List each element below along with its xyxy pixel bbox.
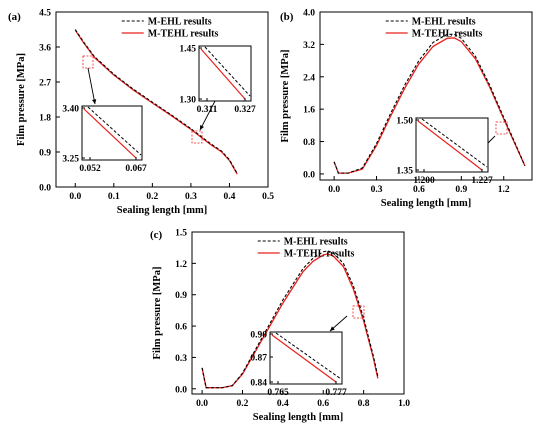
zoom-arrowhead bbox=[200, 125, 205, 130]
x-tick-label: 0.0 bbox=[196, 399, 208, 409]
inset-y-tick-label: 1.35 bbox=[396, 167, 413, 177]
y-tick-label: 0.6 bbox=[175, 323, 187, 333]
y-tick-label: 0.0 bbox=[39, 184, 51, 194]
y-axis-label: Film pressure [MPa] bbox=[280, 50, 291, 143]
series-line-ehl bbox=[74, 29, 238, 174]
x-tick-label: 0.1 bbox=[108, 192, 120, 202]
x-tick-label: 0.3 bbox=[371, 185, 383, 195]
y-axis-label: Film pressure [MPa] bbox=[152, 267, 163, 360]
legend-label: M-TEHL results bbox=[284, 249, 355, 260]
inset-line-ehl bbox=[87, 106, 142, 156]
x-tick-label: 0.2 bbox=[146, 192, 158, 202]
plot-frame bbox=[55, 11, 269, 188]
series-line-tehl bbox=[333, 37, 526, 174]
zoom-marker-box bbox=[82, 55, 94, 69]
inset-frame bbox=[269, 331, 343, 385]
y-tick-label: 2.4 bbox=[303, 73, 315, 83]
inset-y-tick-label: 3.40 bbox=[62, 105, 79, 115]
x-tick-label: 0.4 bbox=[277, 399, 289, 409]
y-tick-label: 0.3 bbox=[175, 354, 187, 364]
y-axis-label: Film pressure [MPa] bbox=[16, 53, 27, 146]
inset-line-tehl bbox=[83, 108, 137, 159]
x-tick-label: 1.0 bbox=[398, 399, 410, 409]
inset-x-tick-label: 0.067 bbox=[125, 164, 147, 174]
inset-y-tick-label: 1.30 bbox=[179, 96, 196, 106]
inset-frame bbox=[198, 45, 252, 102]
inset-y-tick-label: 3.25 bbox=[62, 155, 79, 165]
inset-line-ehl bbox=[421, 118, 488, 168]
plot-frame bbox=[191, 231, 405, 395]
plot-frame bbox=[319, 11, 533, 181]
y-tick-label: 1.5 bbox=[175, 229, 187, 239]
panel-label: (c) bbox=[150, 229, 163, 241]
inset-y-tick-label: 0.84 bbox=[250, 379, 267, 389]
inset-line-ehl bbox=[204, 46, 251, 97]
y-tick-label: 0.8 bbox=[303, 138, 315, 148]
inset-x-tick-label: 1.200 bbox=[413, 176, 435, 186]
zoom-marker-box bbox=[495, 121, 508, 135]
y-tick-label: 0.0 bbox=[175, 385, 187, 395]
inset-line-tehl bbox=[417, 120, 483, 171]
y-tick-label: 0.0 bbox=[303, 170, 315, 180]
y-tick-label: 3.6 bbox=[39, 44, 51, 54]
legend-label: M-EHL results bbox=[412, 17, 476, 28]
zoom-marker-box bbox=[191, 130, 203, 144]
series-line-ehl bbox=[333, 33, 526, 174]
inset-y-tick-label: 1.45 bbox=[179, 45, 196, 55]
legend-label: M-EHL results bbox=[148, 17, 212, 28]
zoom-arrowhead bbox=[92, 99, 97, 104]
x-tick-label: 0.0 bbox=[69, 192, 81, 202]
x-tick-label: 0.5 bbox=[262, 192, 274, 202]
x-axis-label: Sealing length [mm] bbox=[381, 198, 471, 209]
zoom-arrow bbox=[199, 100, 216, 131]
x-tick-label: 0.2 bbox=[237, 399, 249, 409]
x-tick-label: 0.4 bbox=[224, 192, 236, 202]
x-axis-label: Sealing length [mm] bbox=[253, 412, 343, 423]
x-tick-label: 0.9 bbox=[455, 185, 467, 195]
inset-line-tehl bbox=[271, 334, 337, 383]
y-tick-label: 4.0 bbox=[303, 9, 315, 19]
x-axis-label: Sealing length [mm] bbox=[117, 205, 207, 216]
x-tick-label: 1.2 bbox=[498, 185, 510, 195]
x-tick-label: 0.0 bbox=[328, 185, 340, 195]
y-tick-label: 0.9 bbox=[175, 291, 187, 301]
y-tick-label: 1.8 bbox=[39, 114, 51, 124]
y-tick-label: 1.6 bbox=[303, 106, 315, 116]
legend-label: M-EHL results bbox=[284, 237, 348, 248]
y-tick-label: 1.2 bbox=[175, 260, 187, 270]
y-tick-label: 2.7 bbox=[39, 79, 51, 89]
x-tick-label: 0.6 bbox=[413, 185, 425, 195]
inset-x-tick-label: 0.311 bbox=[197, 105, 218, 115]
zoom-arrowhead bbox=[330, 326, 335, 331]
x-tick-label: 0.8 bbox=[358, 399, 370, 409]
inset-x-tick-label: 0.327 bbox=[234, 105, 256, 115]
inset-x-tick-label: 0.052 bbox=[79, 164, 101, 174]
zoom-marker-box bbox=[352, 305, 365, 319]
legend-label: M-TEHL results bbox=[412, 29, 483, 40]
panel-label: (b) bbox=[280, 11, 294, 23]
inset-y-tick-label: 0.87 bbox=[250, 354, 267, 364]
inset-y-tick-label: 1.50 bbox=[396, 117, 413, 127]
legend-label: M-TEHL results bbox=[148, 29, 219, 40]
series-line-ehl bbox=[201, 250, 379, 389]
y-tick-label: 4.5 bbox=[39, 9, 51, 19]
inset-frame bbox=[415, 117, 489, 173]
x-tick-label: 0.6 bbox=[317, 399, 329, 409]
zoom-arrow bbox=[87, 67, 96, 105]
series-line-tehl bbox=[201, 253, 379, 389]
inset-x-tick-label: 0.765 bbox=[267, 388, 289, 398]
y-tick-label: 0.9 bbox=[39, 149, 51, 159]
panel-label: (a) bbox=[8, 11, 21, 23]
inset-frame bbox=[81, 105, 143, 161]
inset-x-tick-label: 0.777 bbox=[325, 388, 347, 398]
inset-line-ehl bbox=[275, 332, 342, 380]
y-tick-label: 3.2 bbox=[303, 41, 315, 51]
inset-x-tick-label: 1.227 bbox=[471, 176, 493, 186]
x-tick-label: 0.3 bbox=[185, 192, 197, 202]
inset-line-tehl bbox=[200, 48, 246, 100]
inset-y-tick-label: 0.90 bbox=[250, 331, 267, 341]
